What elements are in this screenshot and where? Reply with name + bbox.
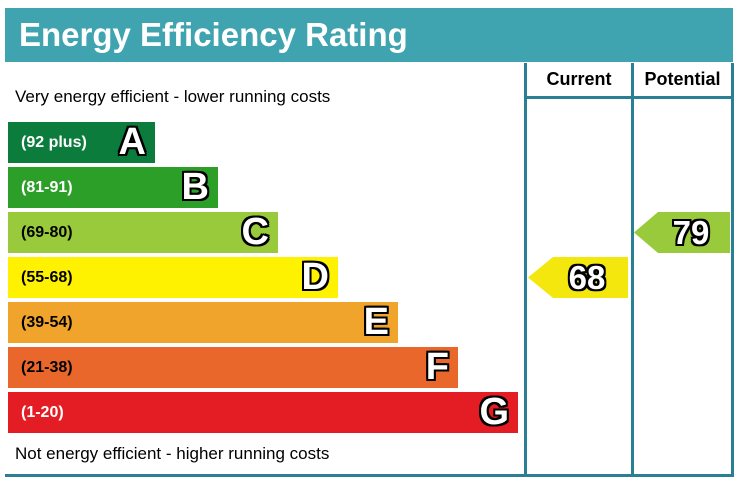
caption-top: Very energy efficient - lower running co… [15,87,331,106]
current-rating-value: 68 [568,258,606,296]
band-a: (92 plus) A [8,122,155,163]
band-b: (81-91) B [8,167,218,208]
band-a-range: (92 plus) [21,133,87,151]
column-divider-left [524,63,527,477]
column-divider-right [731,63,734,477]
page-title: Energy Efficiency Rating [5,8,733,62]
band-d-letter: D [301,256,329,298]
band-c: (69-80) C [8,212,278,253]
band-f-letter: F [425,346,449,388]
band-b-range: (81-91) [21,178,73,196]
band-g-letter: G [479,391,509,433]
band-c-letter: C [241,211,269,253]
band-e-letter: E [363,301,389,343]
bottom-border [5,474,734,477]
column-divider-middle [631,63,634,477]
band-g-range: (1-20) [21,403,64,421]
column-header-current: Current [546,69,612,89]
band-d-range: (55-68) [21,268,73,286]
band-a-letter: A [118,121,146,163]
potential-rating-arrow: 79 [634,212,730,253]
current-rating-arrow: 68 [528,257,628,298]
caption-bottom: Not energy efficient - higher running co… [15,444,330,463]
band-e-range: (39-54) [21,313,73,331]
potential-rating-value: 79 [672,213,710,251]
band-b-letter: B [181,166,209,208]
band-f-range: (21-38) [21,358,73,376]
header-underline [524,96,734,99]
band-f: (21-38) F [8,347,458,388]
band-e: (39-54) E [8,302,398,343]
band-g: (1-20) G [8,392,518,433]
band-d: (55-68) D [8,257,338,298]
column-header-potential: Potential [644,69,721,89]
band-c-range: (69-80) [21,223,73,241]
